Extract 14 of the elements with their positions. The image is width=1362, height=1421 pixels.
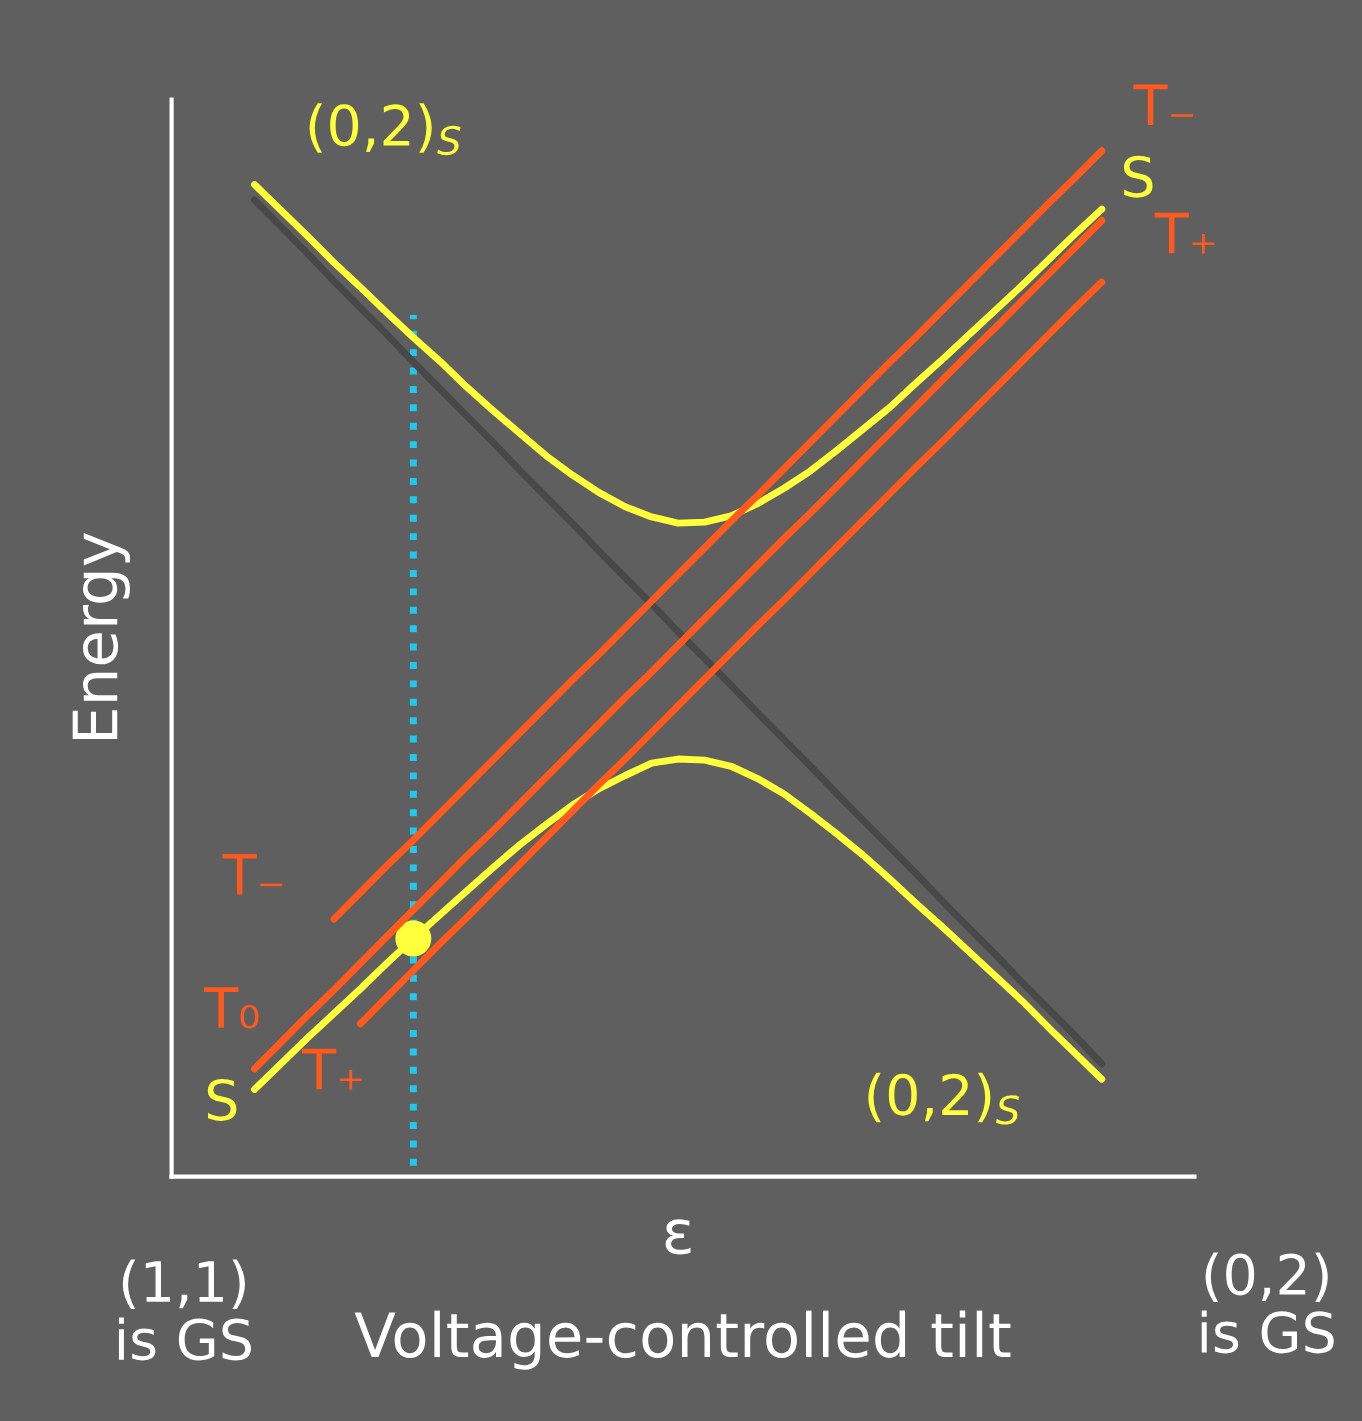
text: (0,2) is GS: [1201, 1252, 1334, 1354]
series-label: (0,2)$_{S}$: [309, 103, 461, 156]
y-axis-title: Energy: [72, 532, 130, 740]
series-label: T₀: [204, 987, 259, 1029]
text: (1,1) is GS: [118, 1259, 251, 1361]
text: S: [1124, 155, 1153, 198]
x-axis-title: Voltage-controlled tilt: [354, 1310, 1011, 1370]
text: T₋: [1133, 84, 1194, 126]
series-label: T₋: [222, 853, 283, 895]
text: T₊: [1154, 212, 1215, 254]
series-label: S: [207, 1078, 237, 1121]
text: ε: [665, 1219, 691, 1255]
annotation: (0,2)$_{S}$: [868, 1072, 1020, 1125]
series-label: T₊: [301, 1048, 362, 1090]
